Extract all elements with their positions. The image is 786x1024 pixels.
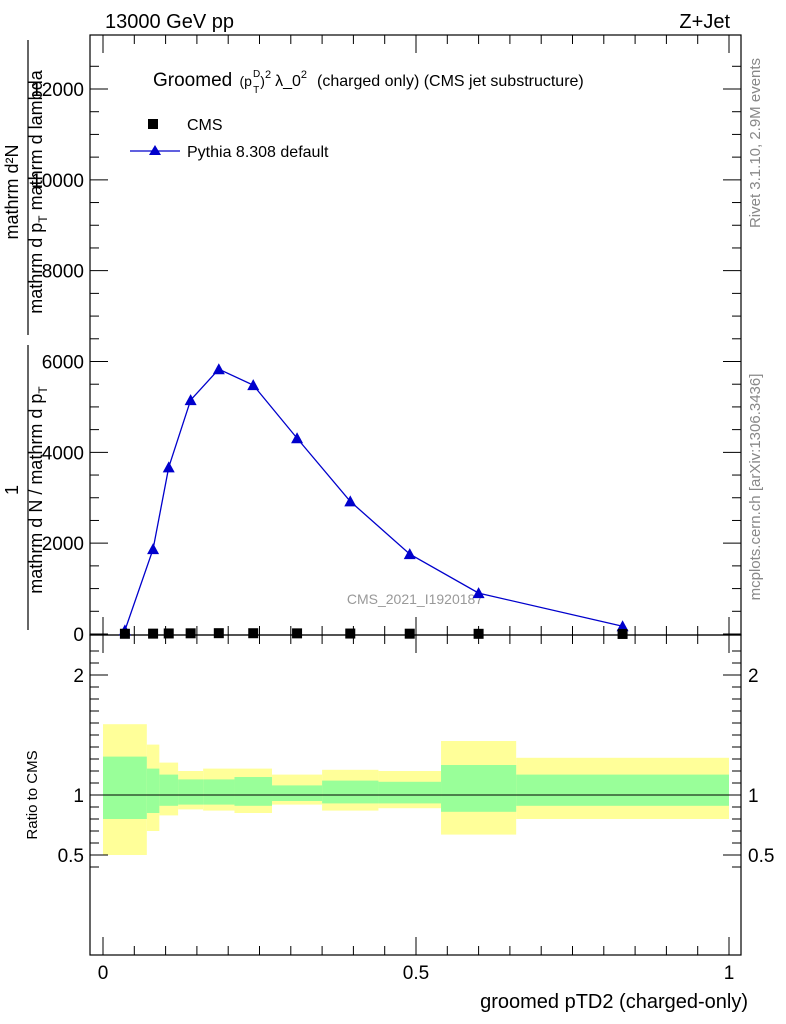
ratio-y-label: Ratio to CMS: [24, 750, 41, 839]
pythia-point-8: [403, 548, 416, 560]
x-axis-label: groomed pTD2 (charged-only): [480, 991, 748, 1013]
ratio-ytick-label-right-0: 0.5: [748, 846, 774, 867]
legend-cms-marker: [148, 119, 158, 129]
title-pre: Groomed: [153, 70, 232, 91]
watermark: CMS_2021_I1920187: [347, 591, 483, 607]
xtick-label-2: 1: [724, 963, 735, 984]
legend-pythia-marker: [149, 145, 161, 155]
cms-point-5: [248, 628, 259, 639]
pythia-point-7: [344, 495, 357, 507]
green-band-10: [516, 774, 729, 806]
title-post: (charged only) (CMS jet substructure): [317, 73, 584, 90]
cms-point-4: [213, 628, 224, 639]
title-p: (p: [239, 73, 252, 89]
data-series: [118, 363, 629, 639]
green-band-6: [272, 785, 323, 801]
cms-point-2: [163, 628, 174, 639]
legend: CMS Pythia 8.308 default: [130, 117, 329, 161]
pythia-point-3: [184, 394, 197, 406]
axis-tick-labels: 0 2000 4000 6000 8000 10000 12000 0 0.5 1 0.5 0.5 1 1…: [31, 80, 774, 984]
green-band-5: [234, 777, 273, 806]
xtick-label-0: 0: [98, 963, 109, 984]
y-axis-label: 1 mathrm d N / mathrm d pT mathrm d²N ma…: [2, 40, 50, 630]
xtick-label-1: 0.5: [403, 963, 429, 984]
pythia-point-9: [472, 587, 485, 599]
pythia-point-5: [247, 379, 260, 391]
title-close: ): [260, 73, 265, 89]
svg-text:Groomed (pDT)2λ_02(charg: Groomed (pD T)2 λ_02 (charged only) (CMS je…: [153, 69, 584, 96]
ratio-ytick-label-left-1: 1: [73, 786, 84, 807]
ratio-ytick-label-left-0: 0.5: [58, 846, 84, 867]
title-sq2: 2: [301, 69, 307, 81]
ylabel-num-1: 1: [2, 485, 22, 495]
ytick-label-4: 8000: [42, 262, 84, 283]
plot-title: Groomed (pD T)2 λ_02 (charged only) (CMS je…: [153, 69, 584, 96]
ytick-label-3: 6000: [42, 353, 84, 374]
pythia-point-10: [616, 620, 629, 632]
pythia-point-4: [212, 363, 225, 375]
ratio-ytick-label-right-2: 2: [748, 666, 759, 687]
pythia-point-2: [162, 461, 175, 473]
cms-point-1: [148, 628, 159, 639]
header-left: 13000 GeV pp: [105, 11, 234, 33]
ytick-label-0: 0: [73, 625, 84, 646]
ratio-ytick-label-right-1: 1: [748, 786, 759, 807]
pythia-point-1: [147, 543, 160, 555]
ylabel-den-2: mathrm d pT mathrm d lambda: [26, 69, 50, 313]
green-band-4: [203, 779, 235, 805]
ytick-label-1: 2000: [42, 534, 84, 555]
green-band-3: [178, 779, 204, 805]
pythia-point-6: [291, 432, 304, 444]
title-sq: 2: [265, 69, 271, 81]
cms-point-7: [345, 628, 356, 639]
ratio-ytick-label-left-2: 2: [73, 666, 84, 687]
header-right: Z+Jet: [679, 11, 730, 33]
ylabel-num-2: mathrm d²N: [2, 144, 22, 239]
title-sub-t: T: [253, 85, 259, 96]
ytick-label-2: 4000: [42, 443, 84, 464]
legend-pythia-label: Pythia 8.308 default: [187, 144, 329, 161]
green-band-2: [159, 774, 179, 806]
legend-cms-label: CMS: [187, 117, 223, 134]
ratio-bands: [103, 724, 729, 855]
rivet-label: Rivet 3.1.10, 2.9M events: [747, 58, 764, 228]
ytick-label-6: 12000: [31, 80, 84, 101]
ytick-label-5: 10000: [31, 171, 84, 192]
cms-point-0: [119, 628, 130, 639]
title-sup-d: D: [253, 69, 260, 80]
cms-point-9: [473, 628, 484, 639]
cms-point-6: [292, 628, 303, 639]
green-band-9: [441, 765, 517, 812]
axis-ticks: [90, 35, 741, 955]
title-lambda: λ_0: [275, 73, 301, 90]
green-band-0: [103, 756, 147, 819]
cms-point-10: [617, 628, 628, 639]
ylabel-den-1: mathrm d N / mathrm d pT: [26, 386, 50, 594]
cms-point-8: [404, 628, 415, 639]
cms-point-3: [185, 628, 196, 639]
green-band-1: [146, 768, 160, 813]
green-band-7: [322, 780, 379, 804]
mcplots-label: mcplots.cern.ch [arXiv:1306.3436]: [747, 374, 764, 601]
green-band-8: [378, 781, 442, 804]
